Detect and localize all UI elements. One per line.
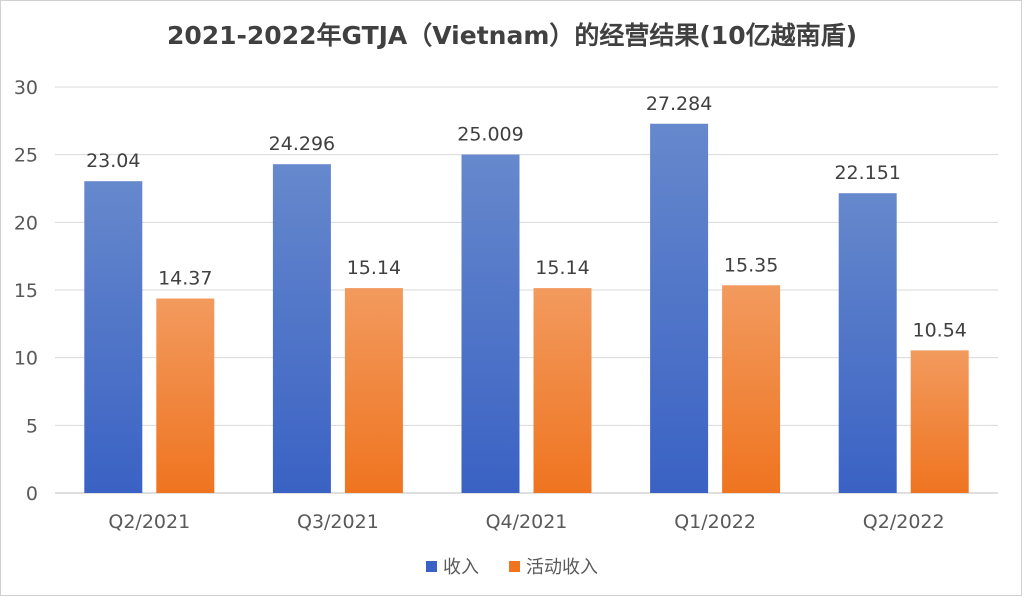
legend-swatch-revenue [426, 560, 437, 572]
y-tick-label: 0 [26, 483, 38, 505]
y-tick-label: 5 [26, 415, 38, 437]
data-label: 14.37 [158, 268, 212, 290]
bar-activity-revenue-Q3/2021 [344, 288, 403, 493]
x-tick-label: Q3/2021 [297, 511, 379, 533]
bar-revenue-Q2/2021 [84, 181, 143, 493]
legend: 收入 活动收入 [0, 553, 1024, 579]
x-tick-label: Q4/2021 [486, 511, 568, 533]
y-tick-label: 10 [14, 348, 38, 370]
x-tick-label: Q1/2022 [674, 511, 756, 533]
bars [84, 123, 969, 493]
axes: 0 5 10 15 20 25 30 Q2/2021 Q3/2021 Q4/2021 Q1/2022… [14, 77, 945, 533]
bar-revenue-Q1/2022 [650, 123, 709, 493]
data-label: 24.296 [269, 133, 335, 155]
data-label: 22.151 [834, 162, 900, 184]
data-label: 27.284 [646, 93, 712, 115]
data-label: 25.009 [457, 124, 523, 146]
x-tick-label: Q2/2022 [863, 511, 945, 533]
legend-item-revenue: 收入 [426, 553, 479, 579]
data-label: 10.54 [912, 319, 966, 341]
chart-title: 2021-2022年GTJA（Vietnam）的经营结果(10亿越南盾) [166, 21, 858, 50]
bar-activity-revenue-Q2/2022 [910, 350, 969, 493]
data-label: 15.14 [347, 257, 401, 279]
data-label: 23.04 [86, 150, 140, 172]
data-label: 15.35 [724, 254, 778, 276]
y-tick-label: 25 [14, 145, 38, 167]
legend-swatch-activity-revenue [509, 560, 520, 572]
x-tick-label: Q2/2021 [108, 511, 190, 533]
bar-revenue-Q4/2021 [461, 154, 520, 493]
y-tick-label: 30 [14, 77, 38, 99]
legend-item-activity-revenue: 活动收入 [509, 553, 598, 579]
legend-label-activity-revenue: 活动收入 [526, 557, 598, 578]
bar-activity-revenue-Q4/2021 [533, 288, 592, 493]
data-labels: 23.04 14.37 24.296 15.14 25.009 15.14 27.284 15… [86, 93, 967, 342]
bar-revenue-Q2/2022 [838, 193, 897, 493]
bar-activity-revenue-Q1/2022 [722, 285, 781, 493]
data-label: 15.14 [535, 257, 589, 279]
y-tick-label: 15 [14, 280, 38, 302]
bar-revenue-Q3/2021 [272, 164, 331, 493]
y-tick-label: 20 [14, 212, 38, 234]
legend-label-revenue: 收入 [443, 557, 479, 578]
bar-activity-revenue-Q2/2021 [156, 298, 215, 493]
